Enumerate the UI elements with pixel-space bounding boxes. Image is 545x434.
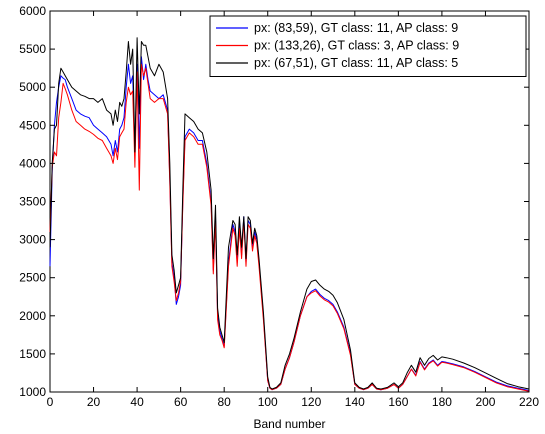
x-axis-label: Band number: [253, 417, 325, 431]
legend-label-3: px: (67,51), GT class: 11, AP class: 5: [254, 56, 458, 70]
x-tick-label: 200: [475, 395, 495, 409]
legend-label-2: px: (133,26), GT class: 3, AP class: 9: [254, 39, 459, 53]
y-tick-label: 4000: [19, 156, 46, 170]
x-tick-label: 140: [345, 395, 365, 409]
y-tick-label: 4500: [19, 118, 46, 132]
series-line-3: [49, 37, 530, 390]
y-tick-label: 5500: [19, 42, 46, 56]
series-line-2: [49, 63, 530, 392]
series-layer: [49, 37, 530, 392]
y-tick-label: 2000: [19, 309, 46, 323]
y-tick-label: 3500: [19, 195, 46, 209]
y-tick-label: 1000: [19, 385, 46, 399]
x-tick-label: 60: [174, 395, 188, 409]
legend-label-1: px: (83,59), GT class: 11, AP class: 9: [254, 21, 458, 35]
x-tick-label: 220: [519, 395, 539, 409]
y-tick-label: 2500: [19, 271, 46, 285]
y-tick-label: 1500: [19, 347, 46, 361]
x-tick-label: 180: [432, 395, 452, 409]
legend: px: (83,59), GT class: 11, AP class: 9 px…: [209, 15, 527, 77]
x-tick-label: 20: [87, 395, 101, 409]
x-tick-label: 100: [258, 395, 278, 409]
x-tick-label: 160: [388, 395, 408, 409]
axis-ticks: 0 20 40 60 80 100 120 140 160 180 200 220 1000 1500 20…: [19, 4, 539, 409]
y-tick-label: 5000: [19, 80, 46, 94]
x-tick-label: 80: [218, 395, 232, 409]
y-tick-label: 3000: [19, 233, 46, 247]
legend-box: [209, 15, 527, 77]
x-tick-label: 0: [47, 395, 54, 409]
x-tick-label: 120: [301, 395, 321, 409]
y-tick-label: 6000: [19, 4, 46, 18]
x-tick-label: 40: [130, 395, 144, 409]
